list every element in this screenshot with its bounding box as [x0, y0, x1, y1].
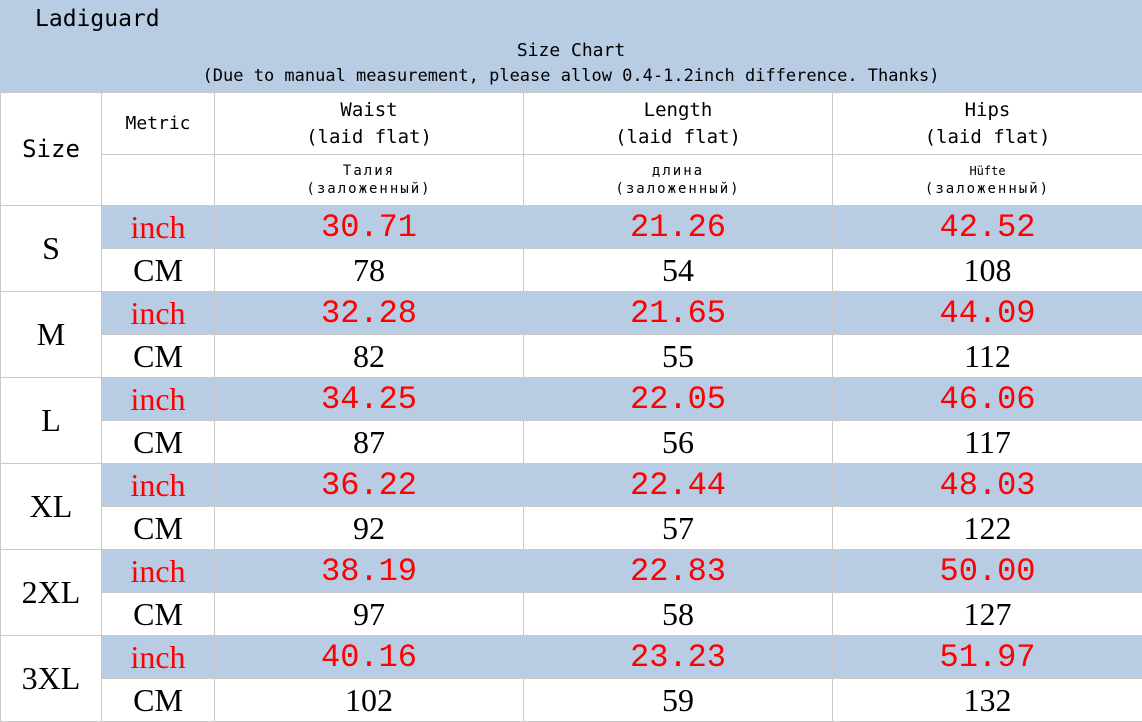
size-label: XL: [1, 464, 102, 550]
waist-cm-value: 78: [215, 249, 524, 292]
unit-cm-label: CM: [102, 249, 215, 292]
waist-header-sub: (laid flat): [215, 124, 523, 151]
waist-cm-value: 102: [215, 679, 524, 722]
length-cm-value: 56: [524, 421, 833, 464]
hips-inch-value: 48.03: [833, 464, 1142, 507]
unit-cm-label: CM: [102, 679, 215, 722]
waist-inch-value: 40.16: [215, 636, 524, 679]
unit-inch-label: inch: [102, 464, 215, 507]
length-inch-value: 23.23: [524, 636, 833, 679]
waist-header: Waist (laid flat): [215, 93, 524, 155]
hips-translation: Hüfte (заложенный): [833, 155, 1142, 206]
hips-cm-value: 108: [833, 249, 1142, 292]
length-cm-value: 59: [524, 679, 833, 722]
unit-inch-label: inch: [102, 550, 215, 593]
size-label: 2XL: [1, 550, 102, 636]
waist-inch-value: 34.25: [215, 378, 524, 421]
waist-ru-name: Талия: [215, 162, 523, 180]
hips-ru-sub: (заложенный): [833, 180, 1142, 198]
waist-inch-value: 30.71: [215, 206, 524, 249]
unit-cm-label: CM: [102, 335, 215, 378]
unit-inch-label: inch: [102, 206, 215, 249]
length-cm-value: 58: [524, 593, 833, 636]
hips-inch-value: 50.00: [833, 550, 1142, 593]
hips-ru-name: Hüfte: [833, 162, 1142, 180]
hips-cm-value: 127: [833, 593, 1142, 636]
waist-cm-value: 82: [215, 335, 524, 378]
length-header-name: Length: [524, 97, 832, 124]
unit-inch-label: inch: [102, 292, 215, 335]
size-label: L: [1, 378, 102, 464]
waist-inch-value: 36.22: [215, 464, 524, 507]
unit-cm-label: CM: [102, 507, 215, 550]
size-label: 3XL: [1, 636, 102, 722]
unit-inch-label: inch: [102, 636, 215, 679]
length-cm-value: 54: [524, 249, 833, 292]
measurement-note: (Due to manual measurement, please allow…: [0, 66, 1142, 86]
metric-header-blank: [102, 155, 215, 206]
brand-name: Ladiguard: [35, 6, 160, 32]
metric-header: Metric: [102, 93, 215, 155]
waist-ru-sub: (заложенный): [215, 180, 523, 198]
translation-row: Талия (заложенный) длина (заложенный) Hü…: [1, 155, 1142, 206]
size-table: Size Metric Waist (laid flat) Length (la…: [0, 92, 1142, 722]
length-ru-sub: (заложенный): [524, 180, 832, 198]
hips-cm-value: 117: [833, 421, 1142, 464]
size-label: S: [1, 206, 102, 292]
hips-header: Hips (laid flat): [833, 93, 1142, 155]
waist-translation: Талия (заложенный): [215, 155, 524, 206]
hips-header-name: Hips: [833, 97, 1142, 124]
hips-header-sub: (laid flat): [833, 124, 1142, 151]
length-header: Length (laid flat): [524, 93, 833, 155]
hips-inch-value: 46.06: [833, 378, 1142, 421]
hips-cm-value: 122: [833, 507, 1142, 550]
size-label: M: [1, 292, 102, 378]
length-translation: длина (заложенный): [524, 155, 833, 206]
length-inch-value: 22.44: [524, 464, 833, 507]
waist-cm-value: 97: [215, 593, 524, 636]
waist-inch-value: 32.28: [215, 292, 524, 335]
unit-inch-label: inch: [102, 378, 215, 421]
waist-cm-value: 92: [215, 507, 524, 550]
hips-cm-value: 112: [833, 335, 1142, 378]
length-inch-value: 22.05: [524, 378, 833, 421]
length-cm-value: 55: [524, 335, 833, 378]
length-header-sub: (laid flat): [524, 124, 832, 151]
unit-cm-label: CM: [102, 593, 215, 636]
length-cm-value: 57: [524, 507, 833, 550]
length-inch-value: 21.65: [524, 292, 833, 335]
waist-cm-value: 87: [215, 421, 524, 464]
waist-inch-value: 38.19: [215, 550, 524, 593]
chart-title: Size Chart: [0, 40, 1142, 61]
hips-inch-value: 42.52: [833, 206, 1142, 249]
header-row: Size Metric Waist (laid flat) Length (la…: [1, 93, 1142, 155]
length-inch-value: 22.83: [524, 550, 833, 593]
hips-cm-value: 132: [833, 679, 1142, 722]
hips-inch-value: 44.09: [833, 292, 1142, 335]
waist-header-name: Waist: [215, 97, 523, 124]
unit-cm-label: CM: [102, 421, 215, 464]
title-banner: Ladiguard Size Chart (Due to manual meas…: [0, 0, 1142, 92]
hips-inch-value: 51.97: [833, 636, 1142, 679]
size-header: Size: [1, 93, 102, 206]
length-inch-value: 21.26: [524, 206, 833, 249]
length-ru-name: длина: [524, 162, 832, 180]
